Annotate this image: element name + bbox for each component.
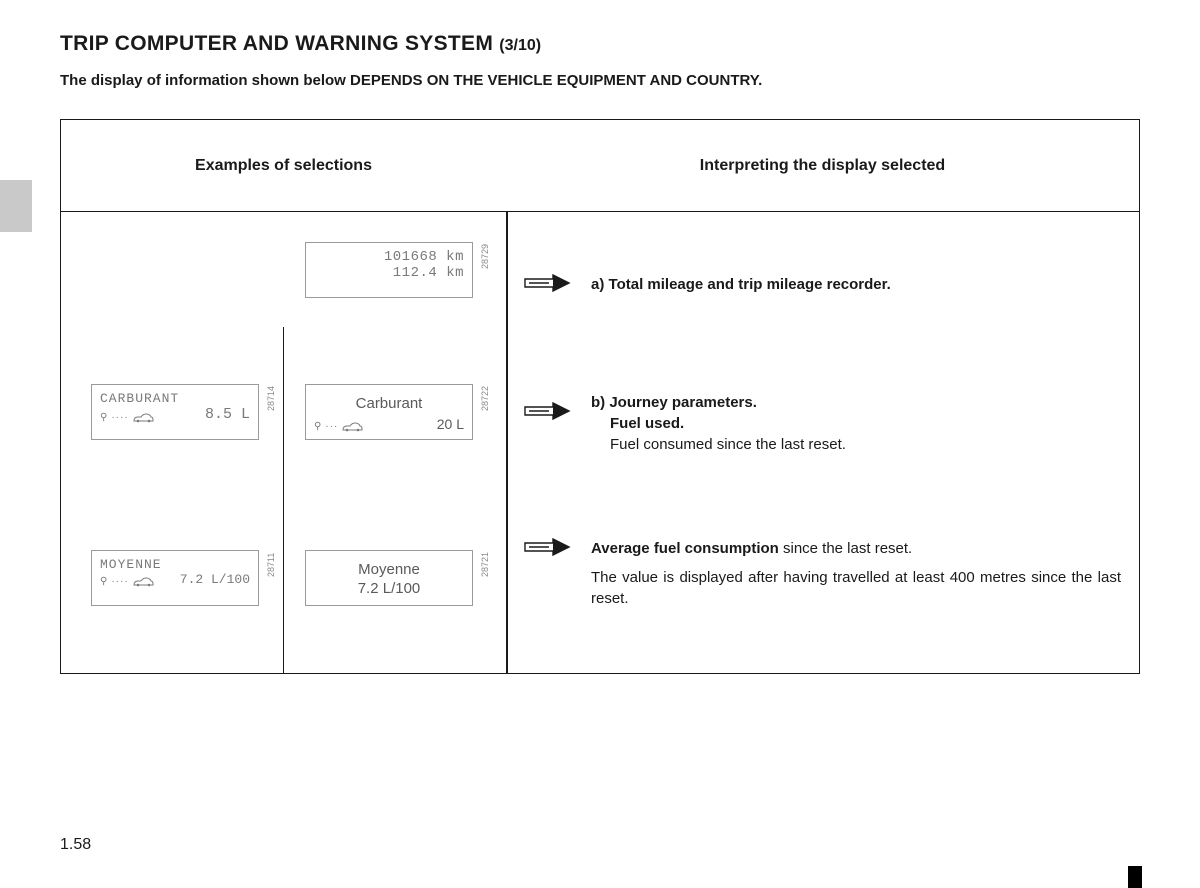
desc-a-text: Total mileage and trip mileage recorder. bbox=[609, 276, 891, 293]
desc-a-prefix: a) bbox=[591, 276, 609, 293]
lcd-carburant-clean-value: 20 L bbox=[437, 416, 464, 432]
lcd-carburant-label: CARBURANT bbox=[100, 391, 250, 406]
lcd-carburant-value: 8.5 L bbox=[205, 406, 250, 423]
desc-c-plain1: since the last reset. bbox=[779, 540, 912, 557]
car-icon-row: ⚲···· bbox=[100, 412, 154, 423]
car-icon-row: ⚲···· bbox=[100, 576, 154, 587]
ref-28721: 28721 bbox=[480, 552, 490, 577]
page-number: 1.58 bbox=[60, 836, 91, 854]
pin-icon: ⚲ bbox=[100, 576, 108, 587]
lcd-moyenne-value: 7.2 L/100 bbox=[180, 572, 250, 587]
desc-b-prefix: b) bbox=[591, 394, 609, 411]
arrow-icon bbox=[523, 538, 571, 556]
lcd-moyenne-clean: Moyenne 7.2 L/100 bbox=[305, 550, 473, 606]
title-main: TRIP COMPUTER AND WARNING SYSTEM bbox=[60, 32, 499, 55]
arrow-icon bbox=[523, 402, 571, 420]
desc-row-b: b) Journey parameters. Fuel used. Fuel c… bbox=[591, 392, 1121, 455]
lcd-moyenne-label: MOYENNE bbox=[100, 557, 250, 572]
vertical-divider-main bbox=[506, 212, 508, 673]
desc-b-plain: Fuel consumed since the last reset. bbox=[610, 436, 846, 453]
header-interpreting: Interpreting the display selected bbox=[506, 120, 1139, 211]
lcd-carburant-clean: Carburant ⚲··· 20 L bbox=[305, 384, 473, 440]
ref-28722: 28722 bbox=[480, 386, 490, 411]
lcd-moyenne-clean-label: Moyenne bbox=[314, 561, 464, 578]
page-title: TRIP COMPUTER AND WARNING SYSTEM (3/10) bbox=[60, 32, 1140, 56]
subtitle: The display of information shown below D… bbox=[60, 72, 1140, 89]
desc-b-bold1: Journey parameters. bbox=[609, 394, 757, 411]
side-grey-tab bbox=[0, 180, 32, 232]
lcd-total-mileage: 101668 km bbox=[314, 249, 464, 265]
car-icon-row: ⚲··· bbox=[314, 421, 363, 432]
vertical-divider-inner bbox=[283, 327, 284, 673]
car-icon bbox=[341, 422, 363, 432]
lcd-moyenne-clean-value: 7.2 L/100 bbox=[314, 580, 464, 597]
title-counter: (3/10) bbox=[499, 37, 541, 54]
desc-c-plain2: The value is displayed after having trav… bbox=[591, 567, 1121, 609]
pin-icon: ⚲ bbox=[100, 412, 108, 423]
bottom-black-tab bbox=[1128, 866, 1142, 888]
ref-28711: 28711 bbox=[266, 553, 276, 577]
pin-icon: ⚲ bbox=[314, 421, 322, 432]
main-table: Examples of selections Interpreting the … bbox=[60, 119, 1140, 674]
table-header-row: Examples of selections Interpreting the … bbox=[61, 120, 1139, 212]
arrow-icon bbox=[523, 274, 571, 292]
lcd-trip-mileage: 112.4 km bbox=[314, 265, 464, 281]
ref-28729: 28729 bbox=[480, 244, 490, 269]
table-body: 101668 km 112.4 km 28729 a) Total mileag… bbox=[61, 212, 1139, 673]
lcd-mileage: 101668 km 112.4 km bbox=[305, 242, 473, 298]
lcd-carburant-seg: CARBURANT ⚲···· 8.5 L bbox=[91, 384, 259, 440]
desc-b-bold2: Fuel used. bbox=[610, 415, 684, 432]
header-examples: Examples of selections bbox=[61, 120, 506, 211]
car-icon bbox=[132, 577, 154, 587]
page-content: TRIP COMPUTER AND WARNING SYSTEM (3/10) … bbox=[0, 0, 1200, 674]
desc-c-bold: Average fuel consumption bbox=[591, 540, 779, 557]
lcd-carburant-clean-label: Carburant bbox=[314, 395, 464, 412]
car-icon bbox=[132, 413, 154, 423]
desc-row-c: Average fuel consumption since the last … bbox=[591, 538, 1121, 609]
desc-row-a: a) Total mileage and trip mileage record… bbox=[591, 274, 1121, 295]
lcd-moyenne-seg: MOYENNE ⚲···· 7.2 L/100 bbox=[91, 550, 259, 606]
ref-28714: 28714 bbox=[266, 386, 276, 411]
